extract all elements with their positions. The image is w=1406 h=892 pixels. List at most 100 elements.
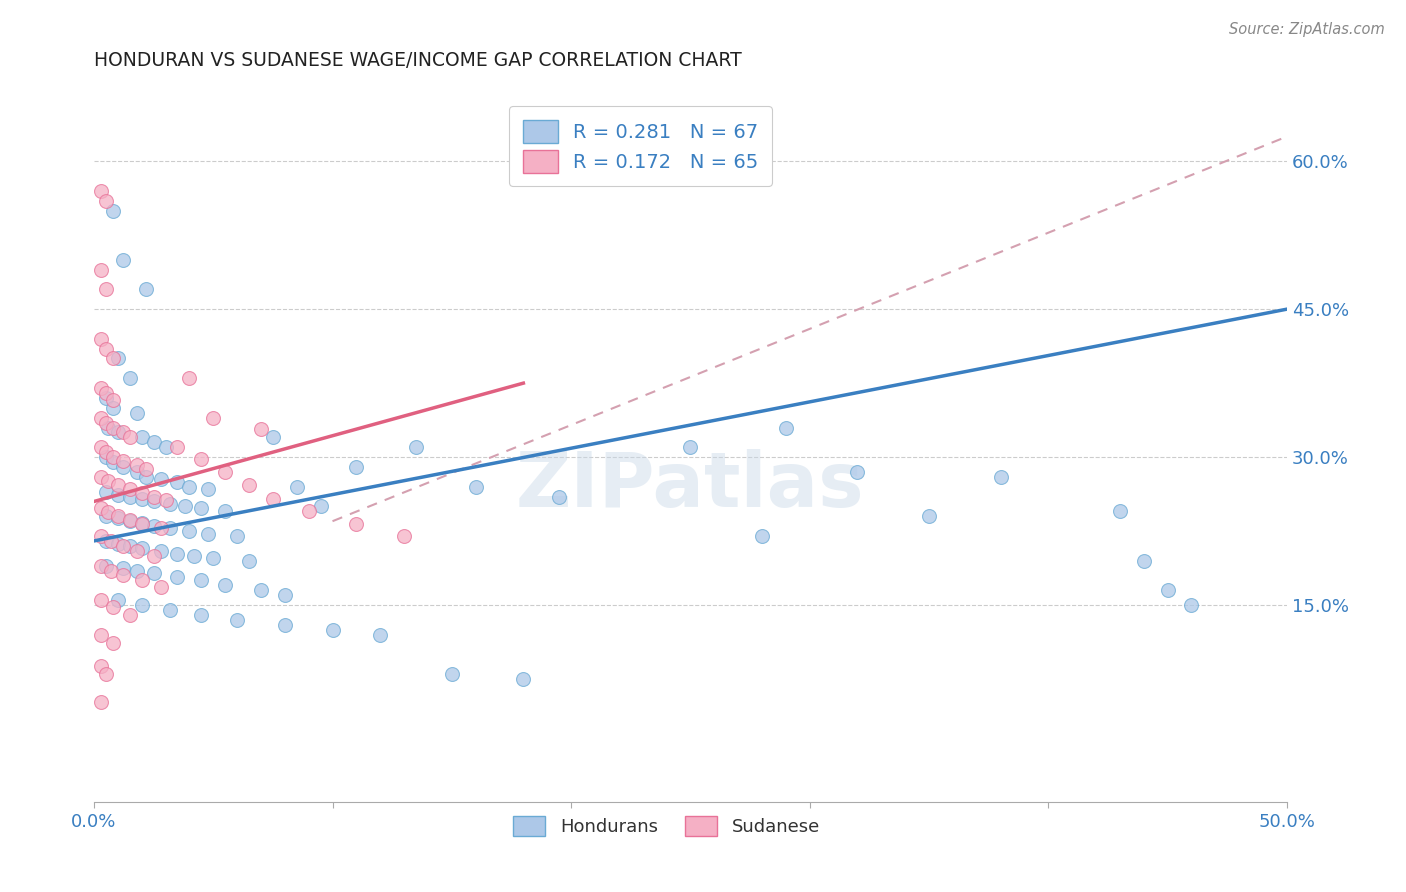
Point: [846, 465, 869, 479]
Point: [118, 607, 141, 622]
Point: [131, 516, 153, 531]
Point: [101, 420, 124, 434]
Point: [101, 203, 124, 218]
Point: [94, 450, 117, 464]
Point: [440, 667, 463, 681]
Point: [107, 487, 129, 501]
Point: [111, 425, 134, 440]
Point: [344, 460, 367, 475]
Point: [214, 504, 236, 518]
Point: [90, 627, 112, 641]
Point: [173, 500, 195, 514]
Point: [101, 455, 124, 469]
Point: [90, 593, 112, 607]
Point: [90, 262, 112, 277]
Point: [94, 391, 117, 405]
Point: [97, 505, 120, 519]
Point: [135, 462, 157, 476]
Point: [285, 480, 308, 494]
Text: ZIPatlas: ZIPatlas: [516, 449, 865, 523]
Point: [309, 500, 332, 514]
Point: [94, 342, 117, 356]
Point: [344, 517, 367, 532]
Point: [131, 485, 153, 500]
Point: [197, 482, 219, 496]
Point: [183, 549, 205, 563]
Point: [1108, 504, 1130, 518]
Point: [548, 490, 571, 504]
Point: [101, 392, 124, 407]
Point: [142, 519, 165, 533]
Point: [118, 539, 141, 553]
Point: [118, 490, 141, 504]
Point: [94, 282, 117, 296]
Point: [101, 599, 124, 614]
Point: [107, 477, 129, 491]
Point: [107, 593, 129, 607]
Point: [135, 282, 157, 296]
Point: [90, 410, 112, 425]
Point: [111, 560, 134, 574]
Point: [107, 425, 129, 440]
Point: [1132, 554, 1154, 568]
Point: [111, 539, 134, 553]
Point: [131, 430, 153, 444]
Point: [190, 607, 212, 622]
Point: [149, 521, 172, 535]
Point: [1180, 598, 1202, 612]
Point: [775, 420, 797, 434]
Point: [90, 501, 112, 516]
Point: [90, 470, 112, 484]
Point: [118, 371, 141, 385]
Point: [142, 494, 165, 508]
Point: [101, 351, 124, 366]
Point: [166, 570, 188, 584]
Point: [100, 533, 122, 548]
Point: [125, 458, 148, 472]
Point: [190, 574, 212, 588]
Point: [111, 252, 134, 267]
Point: [155, 440, 177, 454]
Point: [111, 568, 134, 582]
Point: [238, 477, 260, 491]
Point: [94, 533, 117, 548]
Point: [94, 667, 117, 681]
Point: [90, 659, 112, 673]
Point: [226, 529, 249, 543]
Point: [125, 406, 148, 420]
Point: [250, 422, 273, 436]
Point: [90, 184, 112, 198]
Point: [512, 672, 534, 686]
Point: [262, 491, 284, 506]
Point: [131, 574, 153, 588]
Point: [159, 498, 181, 512]
Point: [118, 513, 141, 527]
Point: [131, 598, 153, 612]
Point: [118, 514, 141, 528]
Point: [118, 430, 141, 444]
Point: [751, 529, 773, 543]
Point: [166, 547, 188, 561]
Point: [97, 474, 120, 488]
Point: [94, 194, 117, 208]
Point: [94, 416, 117, 430]
Point: [298, 504, 321, 518]
Point: [94, 509, 117, 524]
Point: [226, 613, 249, 627]
Point: [142, 549, 165, 563]
Point: [149, 543, 172, 558]
Legend: Hondurans, Sudanese: Hondurans, Sudanese: [506, 808, 827, 844]
Point: [159, 521, 181, 535]
Point: [111, 460, 134, 475]
Point: [202, 410, 225, 425]
Point: [90, 440, 112, 454]
Point: [274, 588, 297, 602]
Point: [94, 484, 117, 499]
Point: [274, 617, 297, 632]
Point: [97, 420, 120, 434]
Point: [142, 435, 165, 450]
Point: [94, 386, 117, 401]
Point: [142, 490, 165, 504]
Point: [1156, 583, 1178, 598]
Point: [190, 501, 212, 516]
